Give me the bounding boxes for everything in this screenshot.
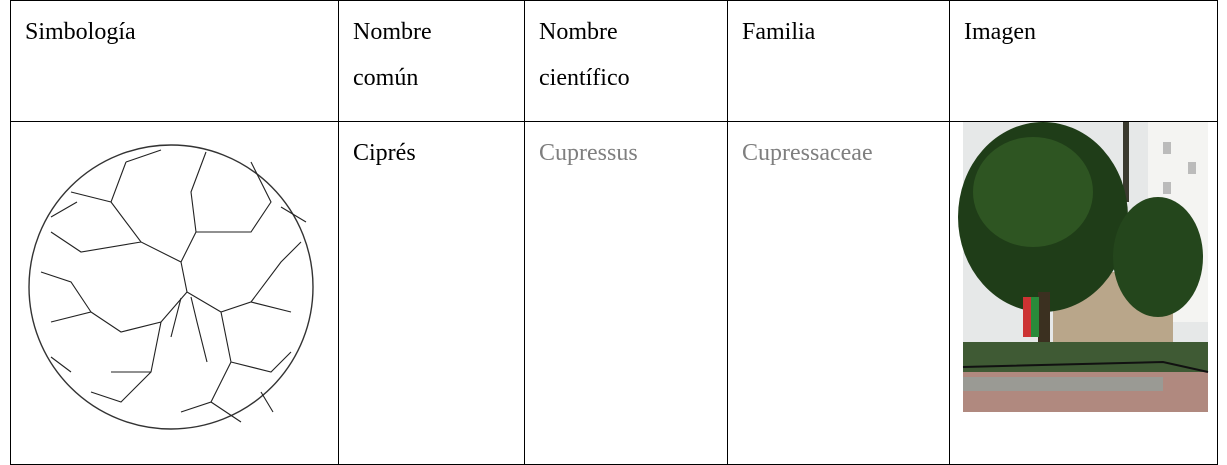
symbol-cell (10, 121, 339, 465)
header-cell: Familia (727, 0, 950, 122)
header-cell: Nombre común (338, 0, 525, 122)
header-text: Imagen (964, 19, 1036, 45)
scientific-name: Cupressus (539, 140, 638, 166)
header-text: Familia (742, 19, 816, 45)
cell: Ciprés (338, 121, 525, 465)
data-row: Ciprés Cupressus Cupressaceae (10, 121, 1218, 465)
header-cell: Simbología (10, 0, 339, 122)
header-text: Nombre común (353, 19, 432, 91)
species-table: Simbología Nombre común Nombre científic… (10, 0, 1218, 465)
cell: Cupressus (524, 121, 728, 465)
header-text: Nombre científico (539, 19, 630, 91)
tree-photo (958, 122, 1209, 412)
header-row: Simbología Nombre común Nombre científic… (10, 0, 1218, 122)
header-cell: Nombre científico (524, 0, 728, 122)
family-name: Cupressaceae (742, 140, 873, 166)
header-cell: Imagen (949, 0, 1218, 122)
common-name: Ciprés (353, 140, 416, 166)
header-text: Simbología (25, 19, 136, 45)
image-cell (949, 121, 1218, 465)
cell: Cupressaceae (727, 121, 950, 465)
tree-symbol (28, 144, 314, 430)
